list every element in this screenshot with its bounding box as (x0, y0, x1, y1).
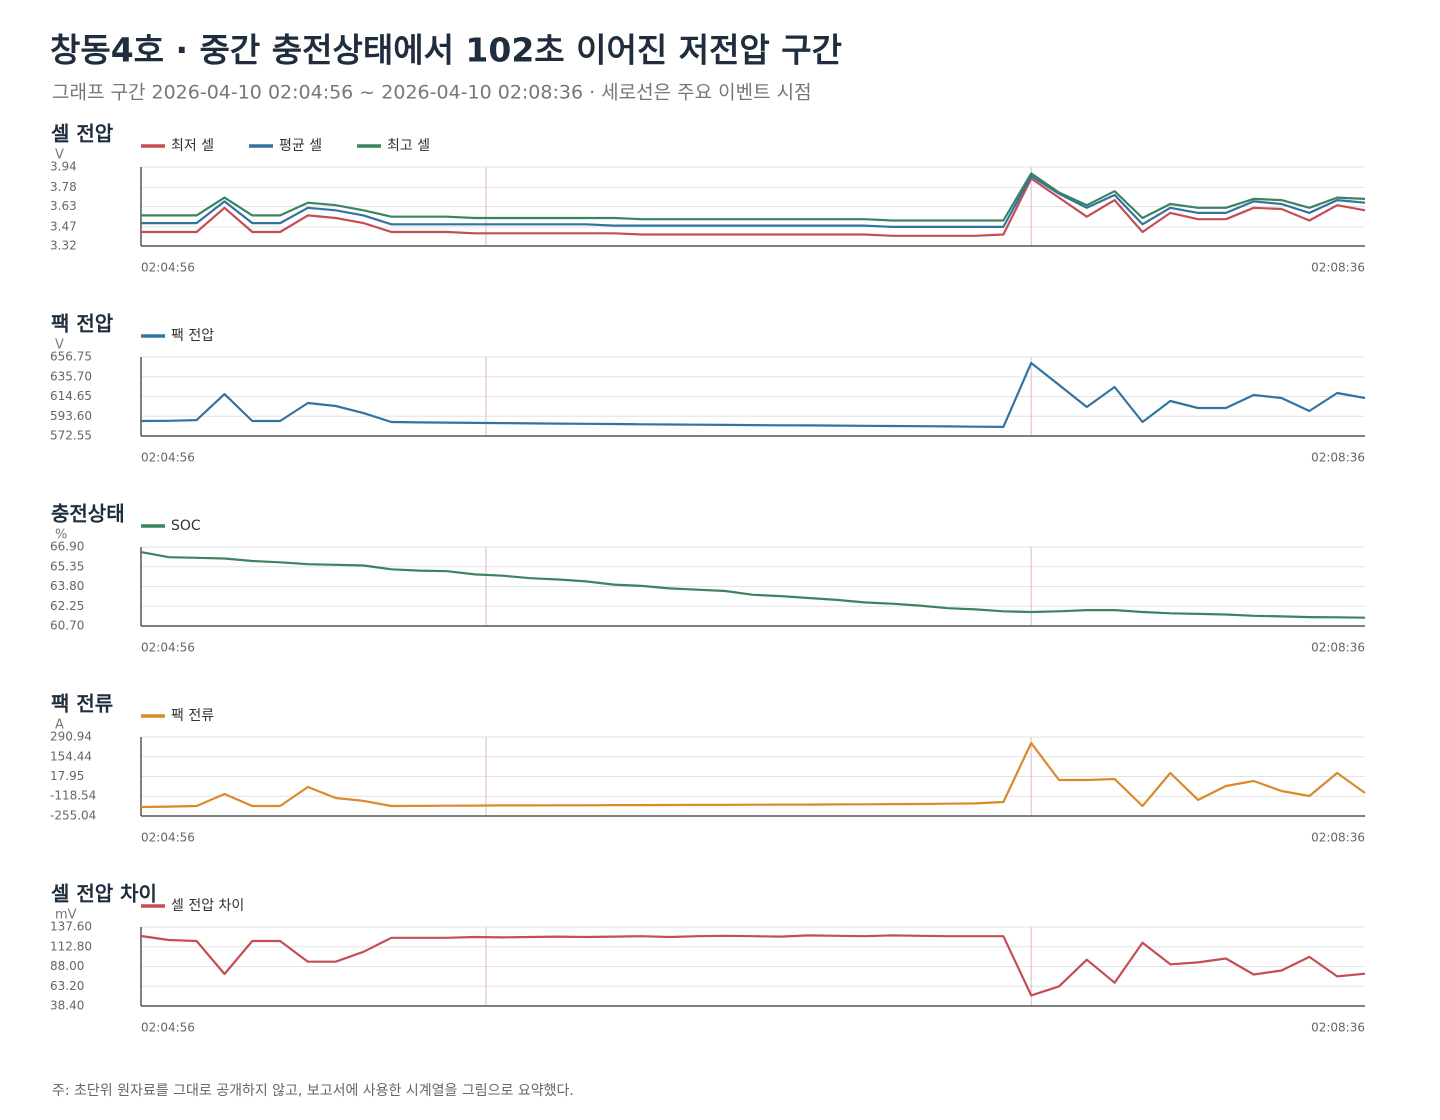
y-tick-label: 17.95 (50, 769, 84, 783)
legend-label: 최저 셀 (171, 138, 214, 154)
y-tick-label: 60.70 (50, 619, 84, 633)
series-line (141, 177, 1366, 237)
footnote: 주: 초단위 원자료를 그대로 공개하지 않고, 보고서에 사용한 시계열을 그… (52, 1083, 574, 1099)
series-line (140, 551, 1366, 619)
x-tick-label: 02:04:56 (141, 831, 195, 845)
x-tick-label: 02:08:36 (1311, 641, 1365, 655)
y-tick-label: 593.60 (50, 409, 92, 423)
y-tick-label: 3.78 (50, 180, 77, 194)
legend-label: 팩 전압 (171, 328, 214, 344)
unit-label: V (55, 148, 64, 163)
y-tick-label: 614.65 (50, 389, 92, 403)
y-tick-label: 3.47 (50, 219, 77, 233)
y-tick-label: 65.35 (50, 559, 84, 573)
y-tick-label: -255.04 (50, 809, 96, 823)
x-tick-label: 02:04:56 (141, 1021, 195, 1035)
y-tick-label: 3.94 (50, 160, 77, 174)
series-line (141, 174, 1366, 228)
series-line (140, 361, 1366, 428)
chart-title: 팩 전류 (51, 692, 113, 716)
y-tick-label: 137.60 (50, 920, 92, 934)
y-tick-label: 154.44 (50, 749, 92, 763)
y-tick-label: 63.20 (50, 979, 84, 993)
chart-title: 셀 전압 (51, 122, 114, 146)
legend-label: 최고 셀 (387, 138, 430, 154)
chart-title: 셀 전압 차이 (51, 882, 157, 906)
y-tick-label: -118.54 (50, 789, 96, 803)
unit-label: A (55, 718, 64, 733)
y-tick-label: 656.75 (50, 350, 92, 364)
y-tick-label: 88.00 (50, 959, 84, 973)
unit-label: % (55, 528, 67, 543)
legend-label: 셀 전압 차이 (171, 898, 244, 914)
series-line (141, 172, 1366, 222)
x-tick-label: 02:04:56 (141, 641, 195, 655)
legend-label: SOC (171, 518, 201, 534)
series-line (140, 934, 1366, 997)
chart-title: 충전상태 (51, 502, 125, 526)
x-tick-label: 02:04:56 (141, 261, 195, 275)
x-tick-label: 02:08:36 (1311, 261, 1365, 275)
legend-label: 평균 셀 (279, 138, 322, 154)
y-tick-label: 3.32 (50, 239, 77, 253)
y-tick-label: 63.80 (50, 579, 84, 593)
unit-label: V (55, 338, 64, 353)
chart-title: 팩 전압 (51, 312, 114, 336)
x-tick-label: 02:08:36 (1311, 831, 1365, 845)
x-tick-label: 02:04:56 (141, 451, 195, 465)
page-subtitle: 그래프 구간 2026-04-10 02:04:56 ~ 2026-04-10 … (52, 82, 812, 104)
y-tick-label: 62.25 (50, 599, 84, 613)
series-line (140, 741, 1366, 809)
y-tick-label: 572.55 (50, 429, 92, 443)
x-tick-label: 02:08:36 (1311, 1021, 1365, 1035)
y-tick-label: 3.63 (50, 199, 77, 213)
legend-label: 팩 전류 (171, 708, 214, 724)
y-tick-label: 290.94 (50, 730, 92, 744)
y-tick-label: 66.90 (50, 540, 84, 554)
y-tick-label: 112.80 (50, 939, 92, 953)
y-tick-label: 635.70 (50, 369, 92, 383)
page-title: 창동4호 · 중간 충전상태에서 102초 이어진 저전압 구간 (50, 31, 842, 70)
x-tick-label: 02:08:36 (1311, 451, 1365, 465)
unit-label: mV (55, 908, 77, 923)
y-tick-label: 38.40 (50, 999, 84, 1013)
